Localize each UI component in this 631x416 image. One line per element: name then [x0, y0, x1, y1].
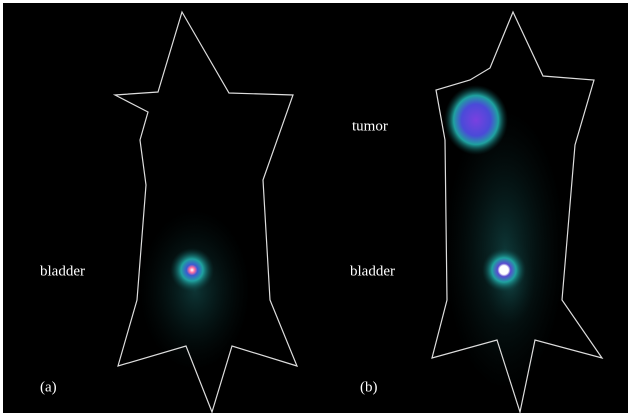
panel-label: (a): [40, 379, 57, 395]
annotation: bladder: [40, 263, 85, 279]
panel-label: (b): [360, 379, 378, 395]
bladder-signal: [170, 248, 214, 292]
tumor-signal: [444, 85, 508, 155]
annotation: bladder: [350, 263, 395, 279]
figure: bladder (a) tumor bladder (b): [0, 0, 631, 416]
page: bladder (a) tumor bladder (b) (() => { c…: [0, 0, 631, 416]
annotation: tumor: [352, 118, 388, 134]
bladder-signal: [482, 248, 526, 292]
